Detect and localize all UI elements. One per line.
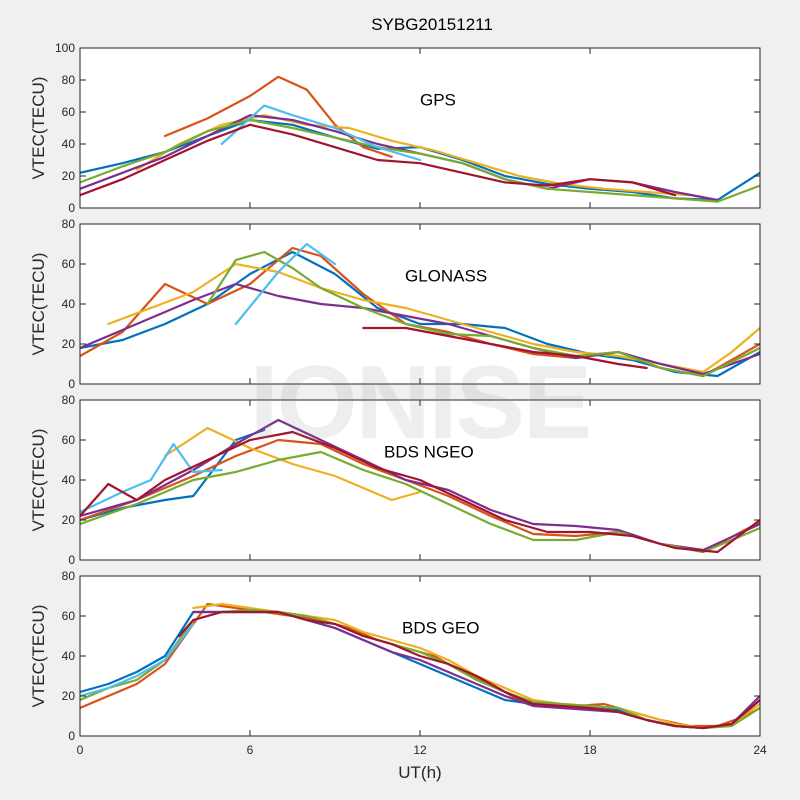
- series-line-3: [135, 114, 691, 197]
- y-tick-label: 0: [68, 553, 75, 567]
- y-tick-label: 40: [62, 137, 76, 151]
- y-tick-label: 40: [62, 649, 76, 663]
- y-tick-label: 20: [62, 689, 76, 703]
- system-annotation: BDS NGEO: [384, 443, 474, 462]
- system-annotation: GLONASS: [405, 267, 487, 286]
- chart-panel-1: 0 20 40 60 80 100 VTEC(TECU) GPS: [29, 41, 761, 215]
- figure-title: SYBG20151211: [371, 15, 493, 34]
- y-axis-label: VTEC(TECU): [29, 77, 48, 180]
- y-tick-label: 40: [62, 473, 76, 487]
- y-tick-label: 0: [68, 201, 75, 215]
- chart-panel-3: 0 20 40 60 80 VTEC(TECU) BDS NGEO: [29, 393, 761, 567]
- y-tick-label: 0: [68, 377, 75, 391]
- y-tick-label: 60: [62, 433, 76, 447]
- y-tick-label: 100: [55, 41, 75, 55]
- y-tick-label: 60: [62, 105, 76, 119]
- series-line-1: [80, 428, 266, 522]
- chart-panel-2: 0 20 40 60 80 VTEC(TECU) GLONASS: [29, 217, 761, 391]
- y-axis-label: VTEC(TECU): [29, 605, 48, 708]
- series-line-6: [220, 104, 422, 162]
- series-line-6: [80, 442, 223, 514]
- y-tick-label: 80: [62, 217, 76, 231]
- chart-panel-4: 0 20 40 60 80 0 6 12 18 24 VTEC(TECU) UT(h) BDS GEO: [29, 569, 767, 782]
- series-line-7: [80, 123, 677, 197]
- series-line-7: [362, 326, 648, 370]
- y-tick-label: 20: [62, 513, 76, 527]
- y-tick-label: 0: [68, 729, 75, 743]
- series-line-7: [80, 430, 760, 554]
- y-axis-label: VTEC(TECU): [29, 253, 48, 356]
- x-axis-label: UT(h): [398, 763, 441, 782]
- plot-area: [80, 48, 760, 208]
- x-tick-label: 6: [247, 743, 254, 757]
- plot-area: [80, 224, 760, 384]
- system-annotation: BDS GEO: [402, 619, 479, 638]
- y-tick-label: 80: [62, 393, 76, 407]
- y-tick-label: 20: [62, 169, 76, 183]
- x-tick-label: 12: [413, 743, 427, 757]
- x-tick-label: 18: [583, 743, 597, 757]
- x-tick-label: 0: [77, 743, 84, 757]
- x-tick-label: 24: [753, 743, 767, 757]
- y-tick-label: 40: [62, 297, 76, 311]
- series-line-3: [163, 426, 422, 502]
- y-tick-label: 80: [62, 73, 76, 87]
- y-tick-label: 80: [62, 569, 76, 583]
- y-tick-label: 60: [62, 257, 76, 271]
- series-line-5: [206, 250, 760, 378]
- y-axis-label: VTEC(TECU): [29, 429, 48, 532]
- system-annotation: GPS: [420, 91, 456, 110]
- y-tick-label: 60: [62, 609, 76, 623]
- series-line-1: [80, 250, 760, 378]
- series-line-6: [234, 242, 337, 326]
- series-line-7: [178, 610, 760, 730]
- y-tick-label: 20: [62, 337, 76, 351]
- series-line-5: [80, 118, 760, 203]
- series-line-6: [80, 622, 195, 698]
